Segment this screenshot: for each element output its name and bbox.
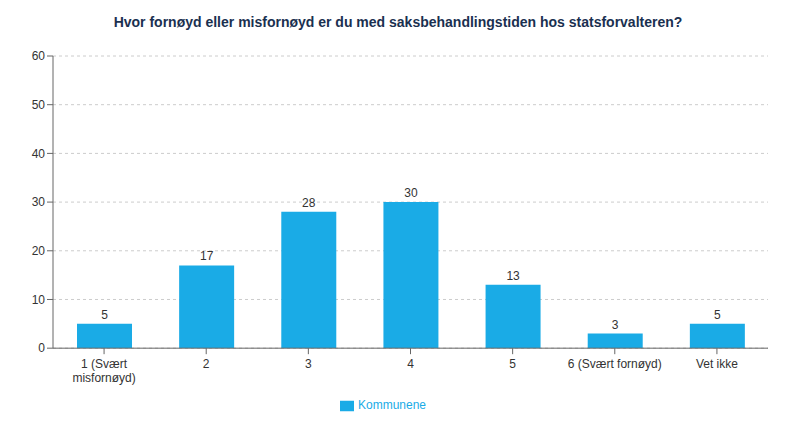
svg-text:3: 3	[305, 357, 312, 371]
svg-text:30: 30	[404, 186, 418, 200]
svg-text:0: 0	[38, 341, 45, 355]
svg-text:5: 5	[509, 357, 516, 371]
svg-text:20: 20	[32, 244, 46, 258]
svg-text:17: 17	[200, 249, 214, 263]
html-text:Hvor fornøyd eller misfornøyd: Hvor fornøyd eller misfornøyd er du med …	[113, 14, 683, 30]
svg-text:2: 2	[203, 357, 210, 371]
svg-text:5: 5	[101, 308, 108, 322]
svg-text:13: 13	[506, 269, 520, 283]
svg-text:28: 28	[302, 196, 316, 210]
svg-text:1 (Sværtmisfornøyd): 1 (Sværtmisfornøyd)	[72, 357, 135, 385]
svg-text:4: 4	[407, 357, 414, 371]
svg-text:60: 60	[32, 49, 46, 63]
svg-text:10: 10	[32, 293, 46, 307]
svg-text:6 (Svært fornøyd): 6 (Svært fornøyd)	[568, 357, 662, 371]
svg-text:30: 30	[32, 195, 46, 209]
svg-text:5: 5	[714, 308, 721, 322]
svg-text:3: 3	[612, 318, 619, 332]
html-text:Kommunene: Kommunene	[358, 398, 426, 413]
svg-text:Vet ikke: Vet ikke	[696, 357, 738, 371]
svg-text:40: 40	[32, 147, 46, 161]
svg-text:50: 50	[32, 98, 46, 112]
